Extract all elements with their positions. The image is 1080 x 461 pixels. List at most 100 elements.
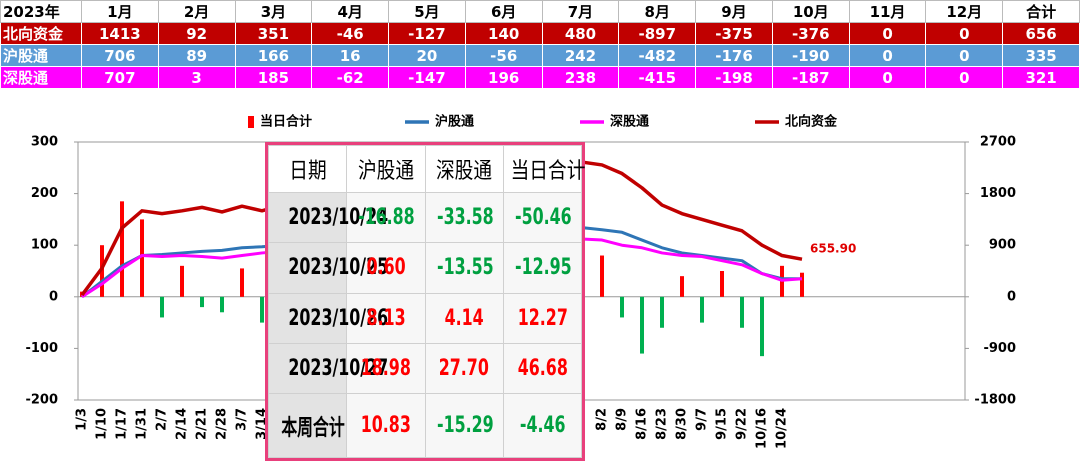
- value-cell: -50.46: [502, 191, 583, 244]
- value-text: -12.95: [514, 255, 572, 281]
- y2-tick-label: 1800: [980, 186, 1016, 201]
- table-row: 北向资金 1413 92 351 -46 -127 140 480 -897 -375 -376 0 0…: [0, 22, 1080, 45]
- value-cell: 92: [157, 22, 236, 45]
- x-tick-label: 1/10: [95, 408, 110, 440]
- value-cell: 351: [234, 22, 313, 45]
- header-cell: 12月: [925, 0, 1004, 23]
- header-cell: 2023年: [0, 0, 82, 23]
- y-tick-label: -200: [25, 393, 58, 408]
- legend-label: 当日合计: [260, 114, 312, 130]
- value-cell: 1413: [81, 22, 159, 45]
- value-text: -16.88: [358, 205, 415, 231]
- header-text: 日期: [288, 159, 327, 184]
- x-tick-label: 3/7: [235, 408, 250, 431]
- value-cell: 0: [925, 44, 1004, 67]
- y-tick-label: 100: [31, 238, 58, 253]
- value-cell: 20: [388, 44, 466, 67]
- value-cell: -187: [771, 66, 850, 89]
- bar: [140, 219, 144, 297]
- header-cell: 5月: [388, 0, 466, 23]
- y2-tick-label: 900: [989, 238, 1016, 253]
- value-text: -13.55: [436, 255, 494, 281]
- value-cell: -4.46: [502, 393, 583, 458]
- value-text: 27.70: [439, 355, 490, 381]
- header-cell: 当日合计: [502, 145, 585, 193]
- bar: [800, 272, 804, 297]
- y-tick-label: 200: [31, 186, 58, 201]
- value-cell: -15.29: [424, 393, 504, 458]
- header-cell: 1月: [81, 0, 159, 23]
- y-tick-label: 300: [31, 135, 58, 150]
- bar: [640, 296, 644, 354]
- bar: [760, 296, 764, 357]
- date-text: 2023/10/27: [288, 355, 389, 381]
- value-text: 46.68: [517, 355, 568, 381]
- value-text: -15.29: [436, 413, 494, 439]
- row-label: 沪股通: [0, 44, 82, 67]
- value-cell: 706: [81, 44, 159, 67]
- x-tick-label: 10/16: [755, 408, 770, 449]
- bar: [620, 296, 624, 318]
- value-cell: 480: [541, 22, 620, 45]
- value-text: -4.46: [519, 413, 566, 439]
- x-tick-label: 8/9: [615, 408, 630, 431]
- value-cell: -190: [771, 44, 850, 67]
- bar: [160, 296, 164, 318]
- value-cell: 27.70: [424, 342, 504, 395]
- table-row: 深股通 707 3 185 -62 -147 196 238 -415 -198 -187 0 0 321: [0, 66, 1080, 89]
- value-cell: 0: [925, 66, 1004, 89]
- bar: [220, 296, 224, 313]
- value-text: 18.98: [360, 355, 411, 381]
- bar: [700, 296, 704, 323]
- header-cell: 日期: [267, 145, 348, 193]
- x-tick-label: 9/22: [735, 408, 750, 440]
- header-text: 沪股通: [357, 159, 414, 184]
- x-tick-label: 2/7: [155, 408, 170, 431]
- value-text: -33.58: [436, 205, 494, 231]
- header-cell: 合计: [1002, 0, 1080, 23]
- date-cell: 2023/10/27: [267, 342, 388, 395]
- row-label: 北向资金: [0, 22, 82, 45]
- header-row: 2023年 1月 2月 3月 4月 5月 6月 7月 8月 9月 10月 11月 12月 合计: [0, 0, 1080, 23]
- value-text: 8.13: [366, 305, 406, 331]
- value-cell: 707: [81, 66, 159, 89]
- header-text: 深股通: [436, 159, 493, 184]
- date-cell: 本周合计: [267, 393, 348, 458]
- header-cell: 沪股通: [346, 145, 426, 193]
- value-cell: 18.98: [346, 342, 426, 395]
- value-cell: 4.14: [424, 292, 504, 344]
- date-text: 本周合计: [281, 415, 345, 441]
- header-cell: 2月: [157, 0, 236, 23]
- header-row: 日期 沪股通 深股通 当日合计: [267, 145, 585, 193]
- summary-table: 2023年 1月 2月 3月 4月 5月 6月 7月 8月 9月 10月 11月 12月 合计 北向资金 14…: [0, 0, 1080, 89]
- annotation: 655.90: [810, 242, 856, 256]
- value-cell: 46.68: [502, 342, 583, 395]
- x-tick-label: 8/2: [595, 408, 610, 431]
- header-cell: 4月: [311, 0, 390, 23]
- value-cell: 3: [157, 66, 236, 89]
- value-cell: -198: [695, 66, 773, 89]
- weekly-table: 日期 沪股通 深股通 当日合计 2023/10/24 -16.88 -33.58 -50.46…: [265, 142, 585, 461]
- date-text: 2023/10/25: [288, 255, 389, 281]
- header-cell: 8月: [618, 0, 697, 23]
- header-cell: 9月: [695, 0, 773, 23]
- bar: [200, 296, 204, 308]
- bar: [120, 201, 124, 297]
- bar: [260, 296, 264, 323]
- value-text: 12.27: [517, 305, 568, 331]
- bar: [660, 296, 664, 328]
- x-tick-label: 2/14: [175, 408, 190, 440]
- table-row: 2023/10/26 8.13 4.14 12.27: [267, 292, 583, 344]
- table-row: 2023/10/24 -16.88 -33.58 -50.46: [267, 191, 583, 244]
- bar: [720, 271, 724, 297]
- value-cell: -16.88: [346, 191, 426, 244]
- x-tick-label: 10/24: [775, 408, 790, 449]
- value-cell: 10.83: [346, 393, 426, 458]
- y-tick-label: 0: [49, 289, 58, 304]
- x-tick-label: 8/30: [675, 408, 690, 440]
- y2-tick-label: -1800: [974, 393, 1016, 408]
- x-tick-label: 2/28: [215, 408, 230, 440]
- value-text: 10.83: [360, 413, 411, 439]
- value-cell: -127: [388, 22, 466, 45]
- value-cell: 242: [541, 44, 620, 67]
